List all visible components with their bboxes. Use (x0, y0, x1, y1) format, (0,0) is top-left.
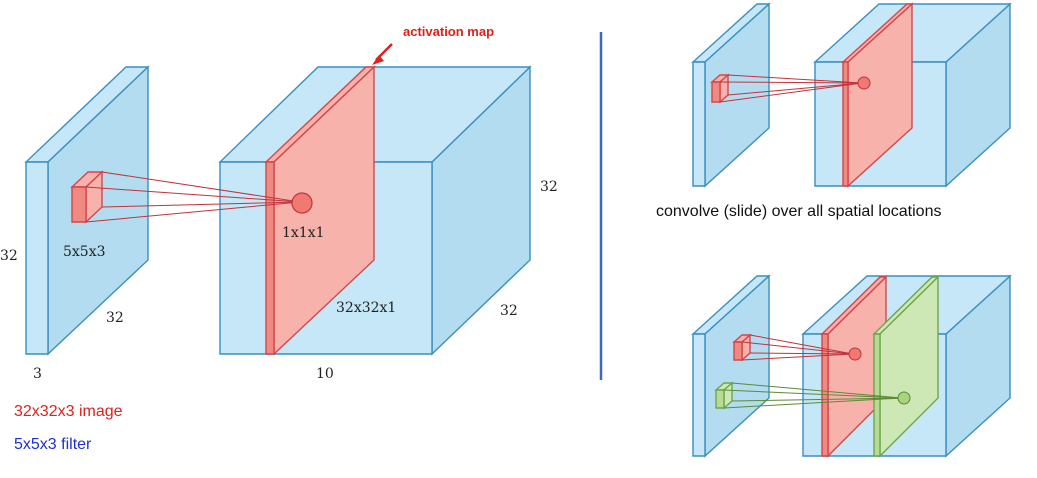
convolve-caption: convolve (slide) over all spatial locati… (656, 203, 941, 220)
image-caption: 32x32x3 image (14, 403, 123, 420)
activation-map-label: activation map (403, 24, 494, 39)
top-filter-cube (710, 73, 730, 104)
input-width-label: 32 (106, 310, 124, 326)
filter-cube (70, 170, 104, 224)
bottom-green-output-neuron (897, 391, 911, 405)
bottom-green-activation-slice (872, 275, 940, 458)
output-point-label: 1x1x1 (282, 225, 325, 241)
bottom-filter-cube-red (732, 333, 752, 362)
output-neuron (291, 192, 313, 214)
bottom-green-projection-lines (723, 382, 903, 409)
input-depth-label: 3 (33, 366, 42, 382)
top-projection-lines (719, 74, 863, 103)
output-width-label: 32 (500, 303, 518, 319)
top-output-neuron (857, 76, 871, 90)
top-activation-slice (841, 2, 914, 188)
filter-size-label: 5x5x3 (63, 244, 106, 260)
output-height-label: 32 (540, 179, 558, 195)
activation-size-label: 32x32x1 (336, 300, 396, 316)
projection-lines (85, 171, 301, 223)
input-height-label: 32 (0, 248, 18, 264)
filter-caption: 5x5x3 filter (14, 436, 92, 453)
top-input-volume (691, 2, 771, 188)
bottom-red-activation-slice (820, 275, 888, 458)
activation-map-arrow (372, 43, 393, 65)
activation-map-slice (264, 65, 376, 356)
output-depth-label: 10 (316, 366, 334, 382)
bottom-input-volume (691, 274, 771, 458)
bottom-red-projection-lines (741, 334, 854, 361)
bottom-red-output-neuron (848, 347, 862, 361)
